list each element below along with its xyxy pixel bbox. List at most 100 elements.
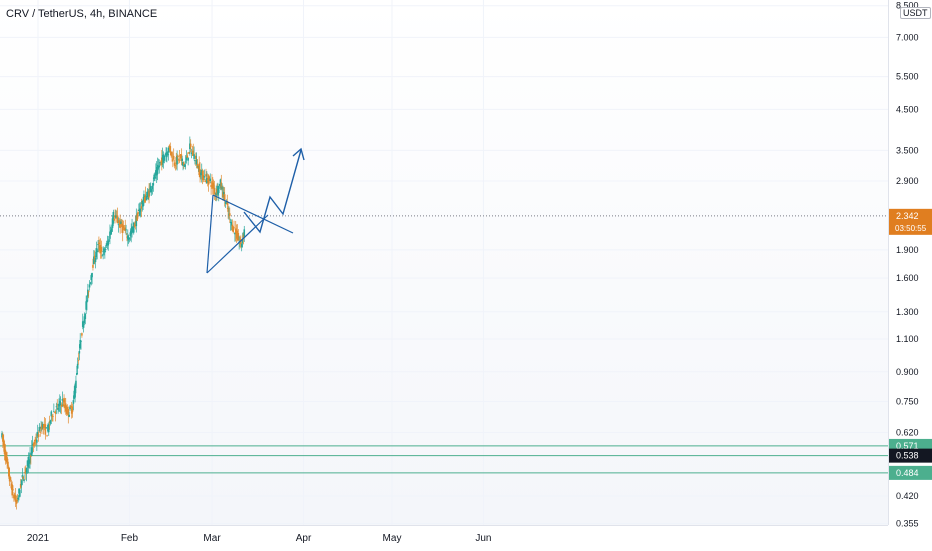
candle-body xyxy=(44,424,47,435)
price-tick-label: 1.300 xyxy=(896,307,919,317)
candle-body xyxy=(176,155,178,165)
level-badge-label: 0.571 xyxy=(896,441,919,451)
candle-body xyxy=(49,420,52,424)
candle-body xyxy=(79,339,81,349)
chart-area[interactable] xyxy=(0,0,888,525)
price-tick-label: 0.900 xyxy=(896,367,919,377)
time-tick-label: Feb xyxy=(121,533,139,544)
time-tick-label: Jun xyxy=(475,533,491,544)
candle-body xyxy=(149,186,152,193)
candle-body xyxy=(87,291,90,293)
triangle-upper-line[interactable] xyxy=(212,194,294,234)
candle-body xyxy=(2,435,4,442)
triangle-lower-line[interactable] xyxy=(206,214,269,274)
price-tick-label: 0.355 xyxy=(896,518,919,528)
candle-body xyxy=(26,460,29,467)
price-tick-label: 0.750 xyxy=(896,396,919,406)
candle-body xyxy=(177,155,179,158)
candle-body xyxy=(141,200,144,205)
symbol-title[interactable]: CRV / TetherUS, 4h, BINANCE xyxy=(6,8,158,20)
candle-body xyxy=(158,165,161,168)
candle-body xyxy=(28,461,30,464)
candle-body xyxy=(56,404,59,406)
candle-body xyxy=(168,145,171,148)
currency-badge[interactable]: USDT xyxy=(900,7,931,19)
candle-body xyxy=(75,380,77,388)
candle-body xyxy=(93,256,95,265)
candle-body xyxy=(205,174,207,177)
time-axis[interactable] xyxy=(0,525,888,551)
candle-body xyxy=(81,333,83,336)
candle-body xyxy=(96,250,98,252)
candle-body xyxy=(73,390,76,399)
candle-body xyxy=(139,208,142,212)
candle-body xyxy=(165,153,167,155)
candle-body xyxy=(129,232,132,237)
candle-body xyxy=(185,156,188,161)
candle-body xyxy=(235,230,238,239)
candle-body xyxy=(50,411,53,417)
candle-body xyxy=(164,155,166,157)
candle-body xyxy=(63,399,65,403)
candle-body xyxy=(78,350,81,354)
candle-body xyxy=(101,255,104,257)
candle-body xyxy=(215,192,217,196)
candle-body xyxy=(64,404,66,408)
candle-body xyxy=(163,155,166,161)
candle-body xyxy=(182,161,184,167)
candle-body xyxy=(20,480,23,486)
candle-body xyxy=(217,185,219,195)
candle-body xyxy=(52,415,54,417)
candle-body xyxy=(201,170,204,180)
candle-body xyxy=(208,176,211,180)
candle-body xyxy=(214,193,217,195)
price-tick-label: 4.500 xyxy=(896,104,919,114)
candle-body xyxy=(19,489,21,497)
candle-body xyxy=(103,249,105,251)
candle-body xyxy=(161,157,163,165)
candle-body xyxy=(93,255,96,261)
candle-body xyxy=(70,406,72,408)
candle-body xyxy=(153,174,155,179)
triangle-side-line[interactable] xyxy=(206,194,214,274)
candle-body xyxy=(59,401,61,404)
price-tick-label: 1.900 xyxy=(896,245,919,255)
candle-body xyxy=(11,484,13,496)
candle-body xyxy=(128,237,131,240)
candle-body xyxy=(127,239,130,241)
candle-body xyxy=(137,211,139,215)
candle-body xyxy=(115,217,118,219)
candle-body xyxy=(136,214,138,221)
candle-body xyxy=(76,363,79,369)
candle-body xyxy=(142,202,144,207)
candle-body xyxy=(109,231,111,239)
candle-body xyxy=(155,170,157,176)
candle-body xyxy=(30,447,33,456)
candle-body xyxy=(98,242,100,245)
candle-body xyxy=(34,439,36,442)
projection-arrow[interactable] xyxy=(243,149,302,234)
candle-body xyxy=(16,499,19,502)
candle-body xyxy=(114,215,116,217)
time-tick-label: Mar xyxy=(203,533,221,544)
price-tick-label: 2.900 xyxy=(896,176,919,186)
candle-body xyxy=(173,162,176,166)
candle-body xyxy=(120,221,122,225)
candle-body xyxy=(236,230,239,241)
candle-body xyxy=(145,195,148,201)
candle-body xyxy=(42,424,45,429)
candle-body xyxy=(119,220,121,228)
candle-body xyxy=(230,221,233,226)
price-axis[interactable] xyxy=(888,0,932,525)
candle-body xyxy=(68,414,70,417)
candle-body xyxy=(204,181,206,182)
candle-body xyxy=(58,403,60,407)
candle-body xyxy=(227,207,229,212)
candle-body xyxy=(4,449,7,461)
candle-body xyxy=(237,233,240,241)
candle-body xyxy=(224,201,227,204)
candle-body xyxy=(48,421,51,424)
candle-body xyxy=(183,164,186,167)
